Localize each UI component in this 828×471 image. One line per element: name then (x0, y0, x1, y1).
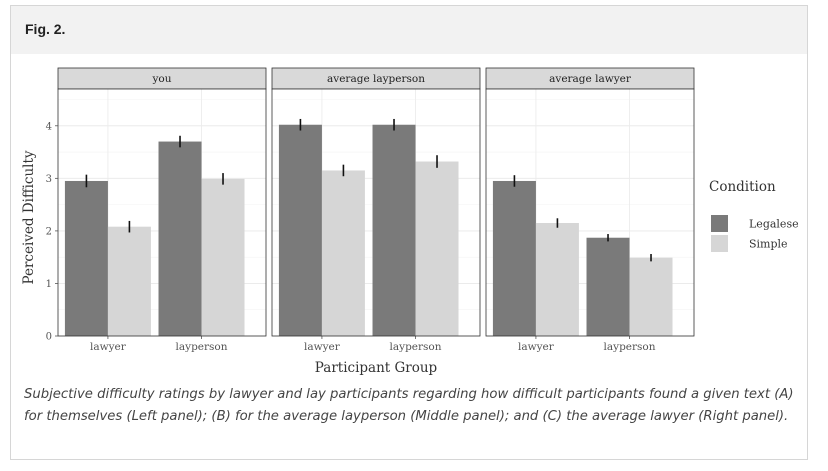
y-tick-label: 3 (46, 174, 52, 185)
legend-swatch-legalese (711, 215, 728, 232)
figure-caption: Subjective difficulty ratings by lawyer … (24, 387, 794, 424)
panel-border (57, 88, 267, 337)
y-tick-label: 1 (46, 279, 52, 290)
bar-simple (415, 161, 459, 336)
y-tick-label: 2 (46, 226, 52, 237)
legend-swatch-simple (711, 235, 728, 252)
bar-legalese (586, 237, 630, 336)
legend-title: Condition (709, 179, 776, 195)
bar-legalese (64, 180, 108, 336)
bar-simple (535, 223, 579, 336)
x-tick-label: lawyer (304, 341, 341, 353)
bar-legalese (158, 141, 202, 336)
x-tick-label: layperson (176, 341, 228, 353)
panel-border (485, 88, 695, 337)
x-tick-label: lawyer (518, 341, 555, 353)
panel-title: average layperson (327, 73, 425, 85)
x-axis-title: Participant Group (315, 360, 437, 376)
figure-label: Fig. 2. (25, 21, 66, 37)
x-tick-label: layperson (390, 341, 442, 353)
figure: Fig. 2. you lawyer layperson average layper… (10, 5, 808, 460)
y-tick-label: 4 (46, 121, 52, 132)
bar-simple (629, 257, 673, 336)
panel-title: average lawyer (549, 73, 632, 85)
bar-simple (321, 170, 365, 336)
bar-legalese (492, 180, 536, 336)
figure-header: Fig. 2. (11, 6, 807, 54)
bar-simple (107, 226, 151, 336)
bar-simple (201, 178, 245, 336)
legend-label-legalese: Legalese (749, 218, 799, 231)
bar-legalese (278, 124, 322, 336)
panel-border (271, 88, 481, 337)
y-tick-label: 0 (46, 332, 52, 343)
x-tick-label: lawyer (90, 341, 127, 353)
legend-label-simple: Simple (749, 238, 788, 251)
faceted-bar-chart: you lawyer layperson average layperson lawye… (21, 67, 799, 376)
panel-title: you (151, 73, 171, 85)
y-axis-title: Perceived Difficulty (21, 150, 37, 284)
x-tick-label: layperson (604, 341, 656, 353)
bar-legalese (372, 124, 416, 336)
